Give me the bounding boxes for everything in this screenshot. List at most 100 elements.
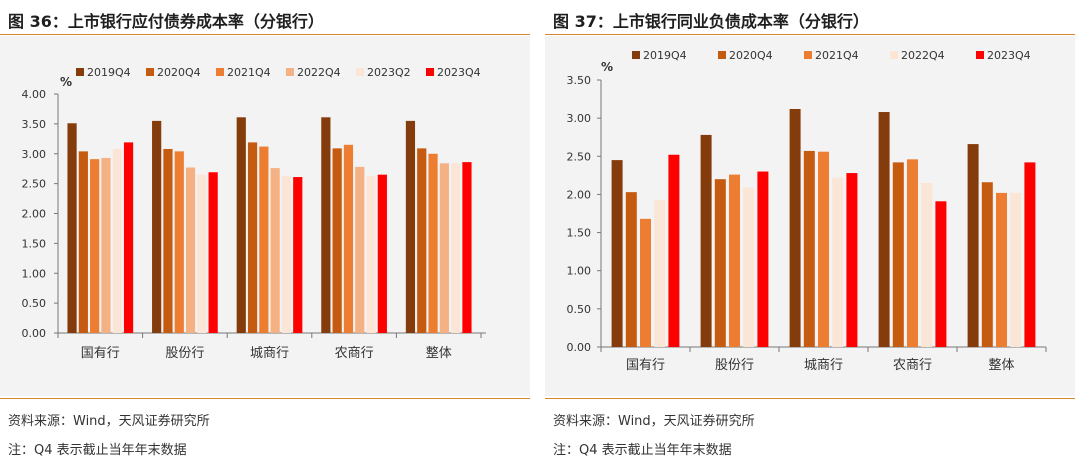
bar bbox=[112, 148, 122, 333]
bar bbox=[789, 108, 801, 347]
title-divider bbox=[0, 34, 530, 35]
bar bbox=[818, 151, 829, 347]
bar bbox=[281, 175, 292, 333]
legend-swatch bbox=[356, 68, 364, 76]
bar bbox=[611, 160, 623, 347]
bar bbox=[981, 182, 993, 347]
y-tick-label: 3.50 bbox=[567, 74, 592, 87]
bond-cost-chart: 2019Q4 2020Q4 2021Q4 2022Q4 2023Q2 2023Q4% 0.0… bbox=[22, 66, 486, 361]
bar bbox=[729, 174, 740, 347]
legend-swatch bbox=[426, 68, 434, 76]
bar bbox=[714, 179, 726, 347]
y-tick-label: 2.00 bbox=[22, 208, 47, 221]
y-axis-unit: % bbox=[601, 60, 613, 74]
x-category-label: 城商行 bbox=[804, 358, 843, 373]
bar bbox=[417, 148, 427, 333]
x-category-label: 股份行 bbox=[165, 346, 204, 361]
legend-swatch bbox=[286, 68, 294, 76]
bar bbox=[185, 167, 196, 333]
bar bbox=[803, 150, 815, 347]
legend-swatch bbox=[76, 68, 84, 76]
legend-swatch bbox=[632, 51, 640, 59]
x-category-label: 整体 bbox=[988, 358, 1014, 373]
bar bbox=[462, 162, 472, 333]
bar bbox=[321, 117, 331, 334]
chart-area: 2019Q4 2020Q4 2021Q4 2022Q4 2023Q4% 0.00 0.50 1… bbox=[545, 36, 1075, 396]
bar bbox=[208, 172, 218, 333]
source-note: 资料来源：Wind，天风证券研究所 bbox=[8, 414, 210, 429]
source-note: 资料来源：Wind，天风证券研究所 bbox=[553, 414, 755, 429]
x-category-label: 国有行 bbox=[81, 346, 120, 361]
footnote: 注：Q4 表示截止当年年末数据 bbox=[553, 443, 732, 458]
x-category-label: 整体 bbox=[426, 346, 452, 361]
right-panel: 图 37：上市银行同业负债成本率（分银行） 2019Q4 2020Q4 2021Q4… bbox=[545, 0, 1075, 467]
chart-area: 2019Q4 2020Q4 2021Q4 2022Q4 2023Q2 2023Q4% 0.0… bbox=[0, 36, 530, 396]
x-category-label: 国有行 bbox=[626, 358, 665, 373]
legend-label: 2020Q4 bbox=[729, 49, 773, 62]
bar bbox=[101, 157, 111, 333]
bar bbox=[152, 120, 162, 333]
footnote: 注：Q4 表示截止当年年末数据 bbox=[8, 443, 187, 458]
legend: 2019Q4 2020Q4 2021Q4 2022Q4 2023Q4 bbox=[632, 49, 1031, 62]
legend-label: 2023Q2 bbox=[367, 66, 411, 79]
bar bbox=[197, 174, 207, 333]
left-panel: 图 36：上市银行应付债券成本率（分银行） 2019Q4 2020Q4 2021Q4… bbox=[0, 0, 530, 467]
bar bbox=[654, 199, 666, 347]
y-axis-unit: % bbox=[60, 75, 72, 89]
bar bbox=[996, 192, 1007, 347]
legend-swatch bbox=[890, 51, 898, 59]
chart-title-bar: 图 37：上市银行同业负债成本率（分银行） bbox=[545, 8, 1075, 31]
legend-swatch bbox=[804, 51, 812, 59]
legend-label: 2022Q4 bbox=[297, 66, 341, 79]
bar bbox=[892, 162, 904, 347]
legend-label: 2023Q4 bbox=[437, 66, 481, 79]
y-tick-label: 3.50 bbox=[22, 118, 47, 131]
bar bbox=[907, 159, 918, 347]
legend-swatch bbox=[146, 68, 154, 76]
legend-label: 2022Q4 bbox=[901, 49, 945, 62]
chart-title: 图 36：上市银行应付债券成本率（分银行） bbox=[8, 12, 324, 31]
bar bbox=[163, 148, 173, 333]
bar bbox=[377, 174, 387, 333]
bar bbox=[451, 163, 461, 333]
title-divider bbox=[545, 34, 1075, 35]
y-tick-label: 1.00 bbox=[22, 267, 47, 280]
footer-divider bbox=[0, 398, 530, 399]
legend-label: 2019Q4 bbox=[643, 49, 687, 62]
x-category-label: 城商行 bbox=[250, 346, 289, 361]
legend-swatch bbox=[718, 51, 726, 59]
y-tick-label: 1.00 bbox=[567, 265, 592, 278]
bar bbox=[293, 177, 303, 333]
bar bbox=[259, 146, 269, 333]
bar bbox=[935, 201, 947, 347]
y-tick-label: 2.50 bbox=[22, 178, 47, 191]
chart-title: 图 37：上市银行同业负债成本率（分银行） bbox=[553, 12, 869, 31]
legend-label: 2023Q4 bbox=[987, 49, 1031, 62]
chart-title-bar: 图 36：上市银行应付债券成本率（分银行） bbox=[0, 8, 530, 31]
y-tick-label: 3.00 bbox=[567, 112, 592, 125]
y-tick-label: 2.50 bbox=[567, 150, 592, 163]
y-tick-label: 4.00 bbox=[22, 88, 47, 101]
bar bbox=[878, 112, 890, 347]
y-tick-label: 0.00 bbox=[567, 341, 592, 354]
x-category-label: 农商行 bbox=[893, 358, 932, 373]
bar bbox=[123, 142, 134, 333]
legend-swatch bbox=[216, 68, 224, 76]
bar bbox=[640, 218, 651, 347]
bar bbox=[355, 166, 365, 333]
bar bbox=[90, 159, 100, 333]
bar bbox=[78, 151, 88, 333]
y-tick-label: 0.50 bbox=[567, 303, 592, 316]
bar bbox=[174, 151, 184, 333]
bar bbox=[236, 117, 246, 334]
bar bbox=[757, 171, 769, 347]
bar bbox=[247, 142, 258, 333]
y-tick-label: 0.50 bbox=[22, 297, 47, 310]
bar bbox=[439, 163, 449, 333]
legend-label: 2021Q4 bbox=[227, 66, 271, 79]
bar bbox=[67, 123, 77, 333]
legend: 2019Q4 2020Q4 2021Q4 2022Q4 2023Q2 2023Q4 bbox=[76, 66, 481, 79]
bar bbox=[366, 175, 376, 333]
legend-label: 2019Q4 bbox=[87, 66, 131, 79]
bar bbox=[405, 120, 416, 333]
